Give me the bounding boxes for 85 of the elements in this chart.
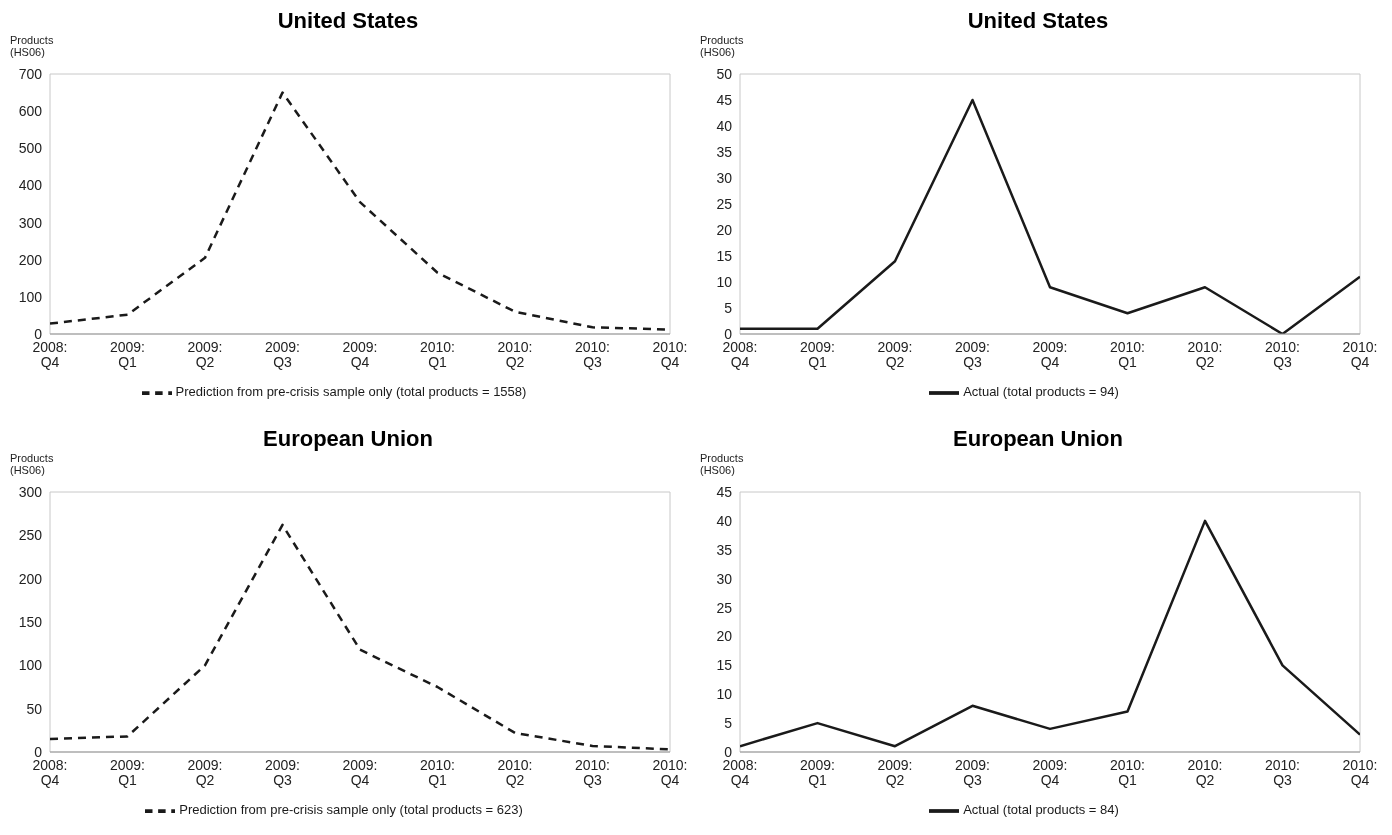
x-tick-label: 2009: Q4 bbox=[342, 339, 378, 370]
y-tick-label: 50 bbox=[716, 65, 733, 82]
x-tick-label: 2010: Q3 bbox=[1264, 757, 1301, 788]
y-tick-label: 15 bbox=[716, 247, 733, 264]
y-tick-label: 20 bbox=[716, 221, 733, 238]
x-tick-label: 2010: Q2 bbox=[1187, 339, 1223, 370]
x-tick-label: 2010: Q1 bbox=[1109, 757, 1146, 788]
y-tick-label: 200 bbox=[18, 251, 43, 268]
y-tick-label: 250 bbox=[18, 527, 43, 544]
x-tick-label: 2009: Q2 bbox=[187, 339, 223, 370]
y-tick-label: 45 bbox=[716, 91, 733, 108]
x-tick-label: 2009: Q3 bbox=[264, 339, 301, 370]
y-tick-label: 50 bbox=[26, 700, 43, 717]
y-tick-label: 400 bbox=[18, 177, 43, 194]
x-tick-label: 2010: Q4 bbox=[1342, 757, 1378, 788]
y-tick-label: 30 bbox=[716, 169, 733, 186]
y-tick-label: 0 bbox=[34, 325, 43, 342]
chart-title: United States bbox=[276, 8, 420, 34]
x-tick-label: 2010: Q4 bbox=[652, 757, 688, 788]
y-tick-label: 40 bbox=[716, 512, 733, 529]
y-tick-label: 35 bbox=[716, 143, 733, 160]
y-tick-label: 100 bbox=[18, 657, 43, 674]
y-tick-label: 20 bbox=[716, 628, 733, 645]
x-tick-label: 2008: Q4 bbox=[32, 757, 68, 788]
x-tick-label: 2010: Q2 bbox=[1187, 757, 1223, 788]
x-tick-label: 2009: Q1 bbox=[799, 339, 836, 370]
y-tick-label: 25 bbox=[716, 195, 733, 212]
y-tick-label: 300 bbox=[18, 483, 43, 500]
x-tick-label: 2010: Q4 bbox=[652, 339, 688, 370]
y-tick-label: 150 bbox=[18, 613, 43, 630]
y-tick-label: 300 bbox=[18, 214, 43, 231]
x-tick-label: 2009: Q2 bbox=[187, 757, 223, 788]
x-tick-label: 2009: Q4 bbox=[1032, 339, 1068, 370]
legend-label: Prediction from pre-crisis sample only (total products = 623) bbox=[179, 802, 523, 818]
y-tick-label: 200 bbox=[18, 570, 43, 587]
x-tick-label: 2009: Q4 bbox=[342, 757, 378, 788]
x-tick-label: 2009: Q1 bbox=[109, 339, 146, 370]
y-tick-label: 700 bbox=[18, 65, 43, 82]
y-tick-label: 10 bbox=[716, 273, 733, 290]
x-tick-label: 2010: Q3 bbox=[574, 757, 611, 788]
x-tick-label: 2010: Q4 bbox=[1342, 339, 1378, 370]
chart-title: European Union bbox=[952, 426, 1124, 452]
x-tick-label: 2008: Q4 bbox=[722, 757, 758, 788]
x-tick-label: 2010: Q1 bbox=[419, 339, 456, 370]
x-tick-label: 2008: Q4 bbox=[722, 339, 758, 370]
y-axis-title: Products (HS06) bbox=[700, 452, 744, 476]
x-tick-label: 2009: Q1 bbox=[799, 757, 836, 788]
y-tick-label: 15 bbox=[716, 657, 733, 674]
legend-label: Actual (total products = 94) bbox=[963, 384, 1119, 400]
x-tick-label: 2008: Q4 bbox=[32, 339, 68, 370]
x-tick-label: 2010: Q3 bbox=[574, 339, 611, 370]
chart-title: United States bbox=[966, 8, 1110, 34]
y-tick-label: 0 bbox=[724, 325, 733, 342]
x-tick-label: 2010: Q1 bbox=[419, 757, 456, 788]
y-tick-label: 5 bbox=[724, 299, 733, 316]
x-tick-label: 2009: Q2 bbox=[877, 339, 913, 370]
x-tick-label: 2010: Q3 bbox=[1264, 339, 1301, 370]
x-tick-label: 2009: Q3 bbox=[954, 339, 991, 370]
x-tick-label: 2010: Q2 bbox=[497, 757, 533, 788]
y-tick-label: 10 bbox=[716, 686, 733, 703]
y-tick-label: 30 bbox=[716, 570, 733, 587]
x-tick-label: 2009: Q4 bbox=[1032, 757, 1068, 788]
x-tick-label: 2009: Q2 bbox=[877, 757, 913, 788]
y-axis-title: Products (HS06) bbox=[10, 452, 54, 476]
y-tick-label: 600 bbox=[18, 103, 43, 120]
x-tick-label: 2010: Q1 bbox=[1109, 339, 1146, 370]
x-tick-label: 2009: Q3 bbox=[264, 757, 301, 788]
line-series bbox=[740, 519, 1360, 748]
legend-label: Prediction from pre-crisis sample only (total products = 1558) bbox=[175, 384, 527, 400]
y-tick-label: 25 bbox=[716, 599, 733, 616]
y-tick-label: 5 bbox=[724, 715, 733, 732]
y-axis-title: Products (HS06) bbox=[10, 34, 54, 58]
y-tick-label: 40 bbox=[716, 117, 733, 134]
y-tick-label: 0 bbox=[724, 743, 733, 760]
y-axis-title: Products (HS06) bbox=[700, 34, 744, 58]
y-tick-label: 0 bbox=[34, 743, 43, 760]
y-tick-label: 45 bbox=[716, 483, 733, 500]
y-tick-label: 35 bbox=[716, 541, 733, 558]
chart-title: European Union bbox=[262, 426, 434, 452]
y-tick-label: 500 bbox=[18, 140, 43, 157]
x-tick-label: 2009: Q1 bbox=[109, 757, 146, 788]
x-tick-label: 2010: Q2 bbox=[497, 339, 533, 370]
y-tick-label: 100 bbox=[18, 288, 43, 305]
legend-label: Actual (total products = 84) bbox=[963, 802, 1119, 818]
x-tick-label: 2009: Q3 bbox=[954, 757, 991, 788]
